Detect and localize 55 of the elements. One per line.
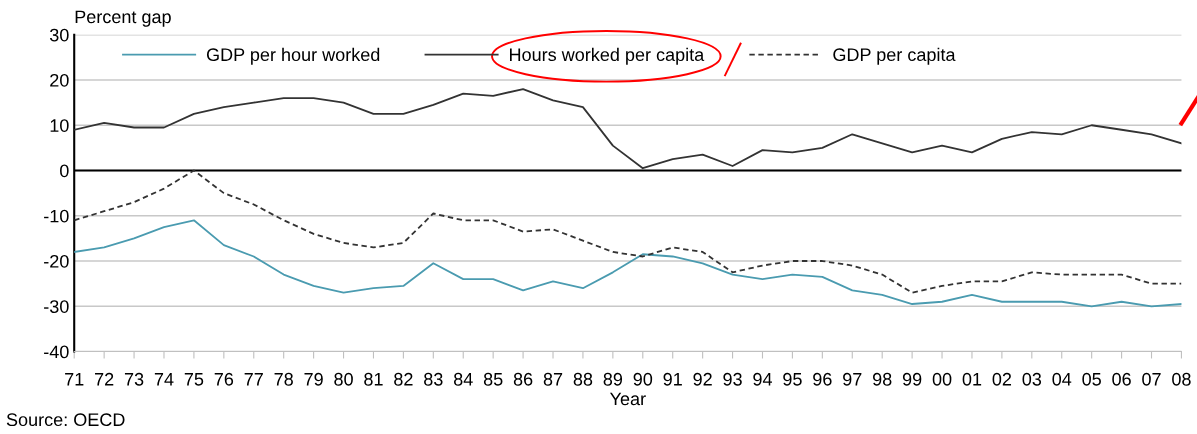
x-tick-label: 96 [813,372,832,386]
x-tick-label: 07 [1142,372,1161,386]
x-tick-label: 94 [753,372,772,386]
x-tick-label: 84 [453,372,473,386]
y-tick-label: -20 [44,254,69,268]
x-tick-label: 73 [124,372,144,386]
x-tick-label: 00 [932,372,952,386]
x-tick-label: 01 [962,372,982,386]
x-tick-label: 71 [65,373,84,386]
line-series [74,88,1182,170]
x-tick-label: 08 [1172,372,1191,386]
x-tick-label: 93 [723,372,742,386]
x-tick-label: 99 [902,372,922,386]
x-tick-label: 95 [783,372,802,386]
y-tick-label: -30 [44,300,69,313]
y-tick-label: -10 [44,209,69,223]
x-tick-label: 75 [184,373,204,386]
x-tick-label: 72 [95,372,114,386]
x-tick-label: 78 [274,372,293,386]
x-tick-label: 82 [394,372,413,386]
legend-label: GDP per hour worked [206,47,380,65]
x-axis-title: Year [609,392,646,406]
x-tick-label: 79 [304,372,323,386]
x-tick-label: 04 [1052,372,1072,386]
x-tick-label: 97 [843,372,862,386]
x-tick-label: 05 [1082,372,1101,386]
x-tick-label: 91 [663,372,682,386]
x-tick-label: 77 [244,373,263,386]
x-tick-label: 90 [633,372,653,386]
line-series [74,219,1182,308]
x-tick-label: 74 [154,373,174,386]
x-tick-label: 02 [992,372,1012,386]
x-tick-label: 89 [603,372,623,386]
y-tick-label: 20 [50,73,69,87]
line-series [74,169,1182,294]
y-axis-title: Percent gap [75,10,171,27]
y-tick-label: 10 [50,119,69,132]
x-tick-label: 06 [1112,372,1131,386]
legend-label: Hours worked per capita [510,47,705,65]
x-tick-label: 81 [364,372,383,386]
x-tick-label: 87 [543,372,563,386]
x-tick-label: 86 [513,372,533,386]
y-tick-label: 0 [60,164,69,178]
y-tick-label: 30 [49,28,69,42]
x-tick-label: 98 [872,372,892,386]
x-tick-label: 88 [573,372,593,386]
x-tick-label: 03 [1022,372,1042,386]
x-tick-label: 80 [334,372,353,386]
y-tick-label: -40 [44,345,69,359]
x-tick-label: 83 [424,372,443,386]
legend-label: GDP per capita [833,47,956,65]
x-tick-label: 92 [693,372,712,386]
source-note: Source: OECD [6,413,125,427]
x-tick-label: 85 [483,372,503,386]
x-tick-label: 76 [214,372,234,386]
